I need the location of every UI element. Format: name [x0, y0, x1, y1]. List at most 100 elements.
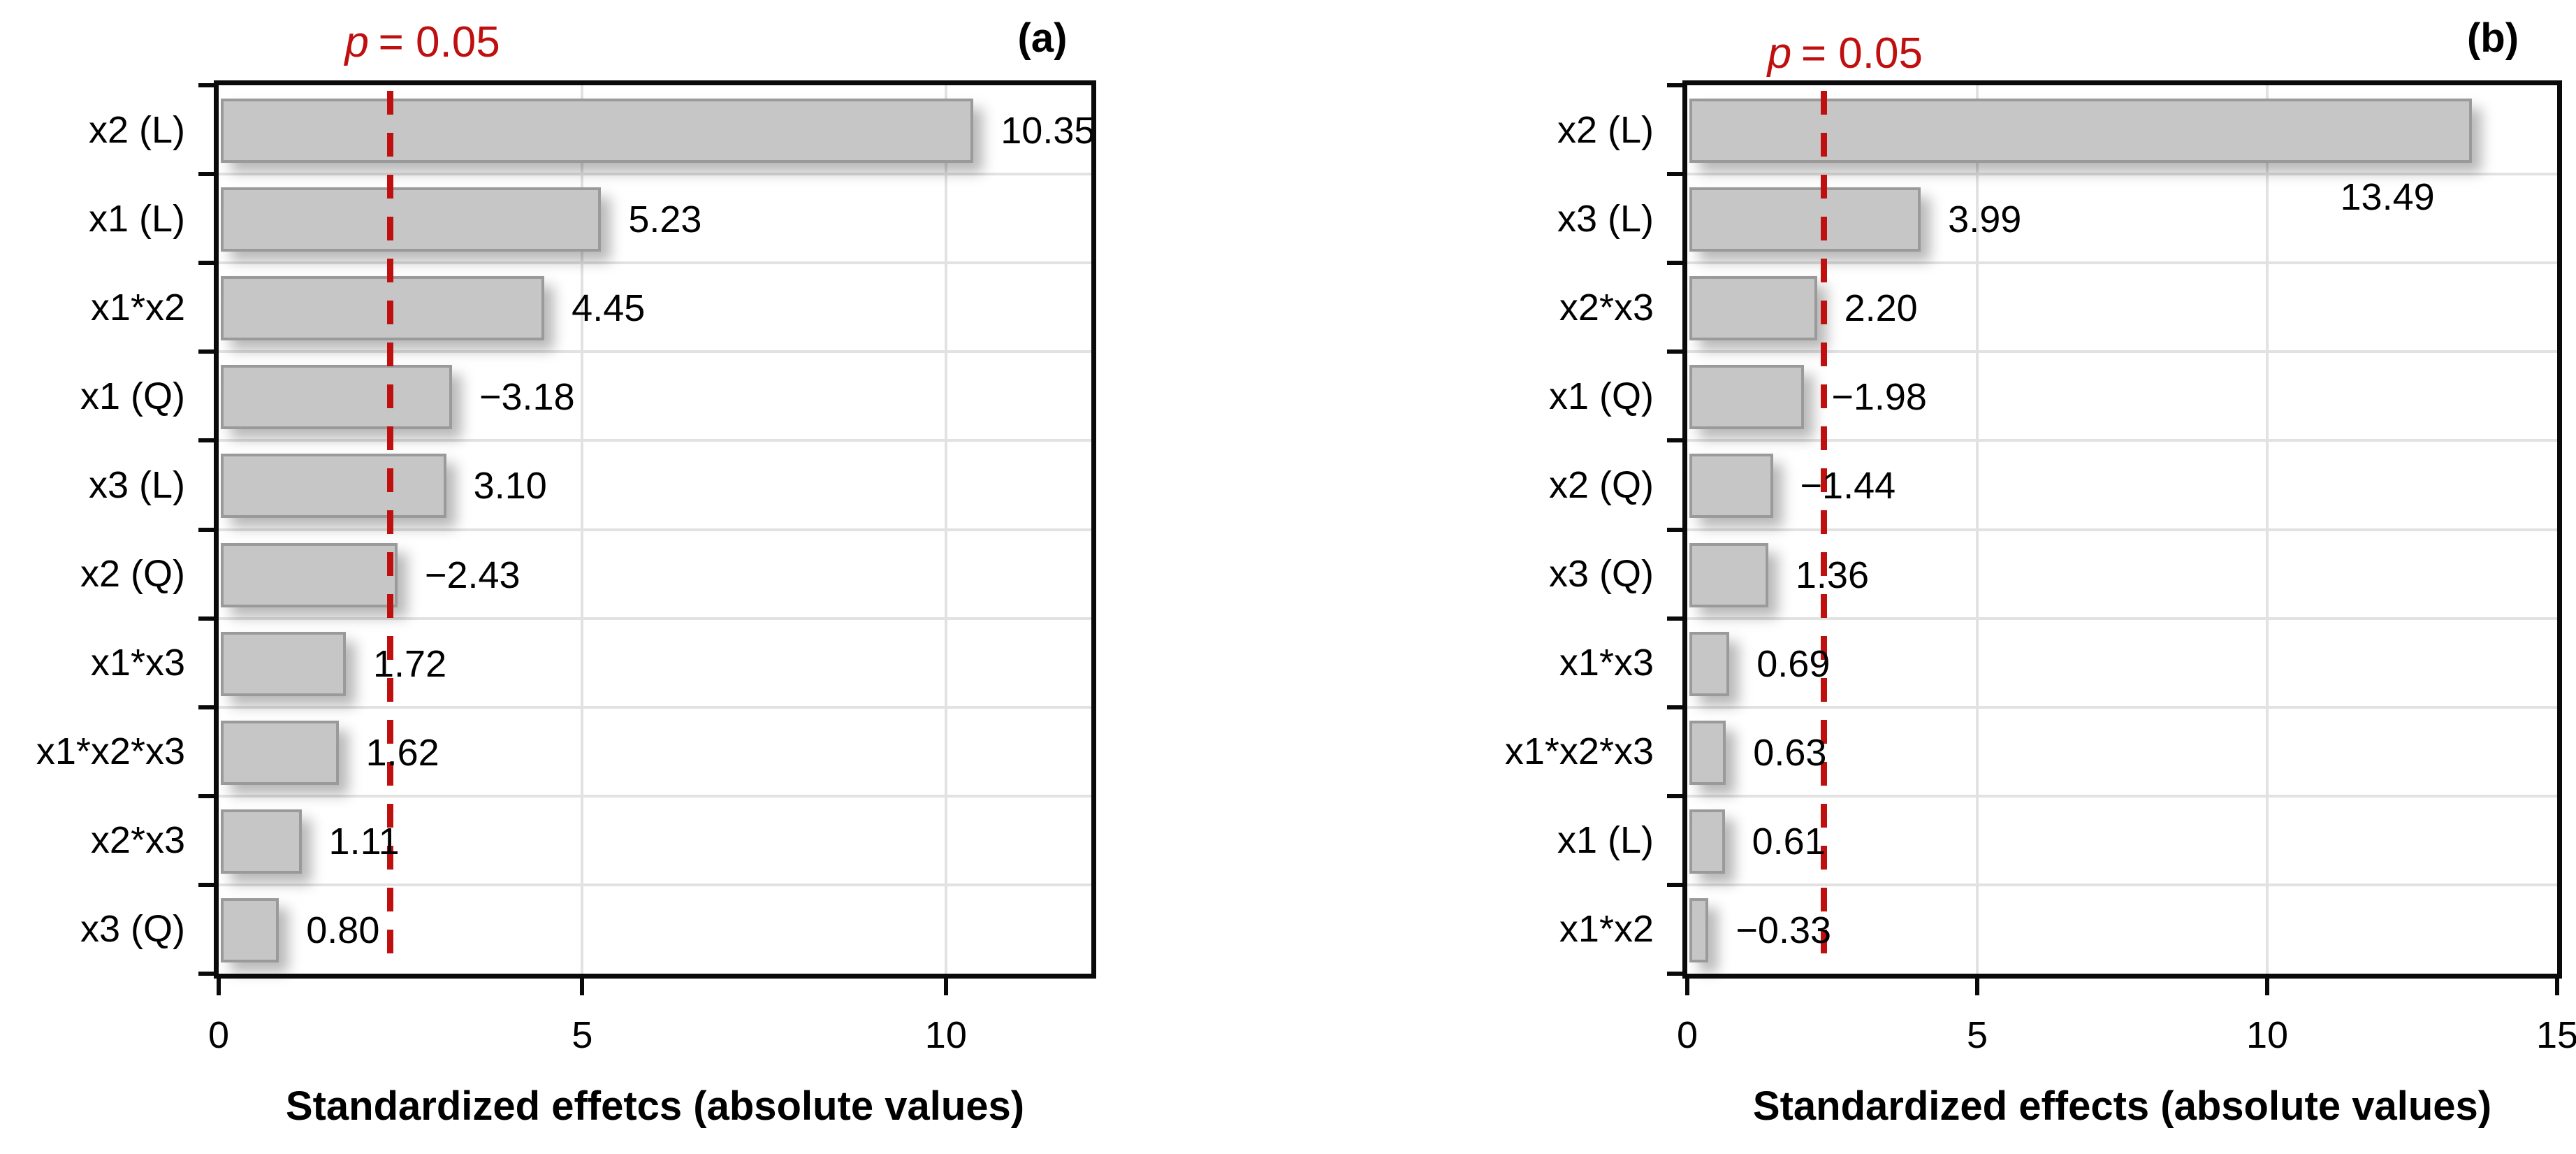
horizontal-gridline	[1687, 705, 2557, 709]
y-axis-tick	[1667, 882, 1682, 887]
bar-value-label: −2.43	[424, 554, 521, 596]
p-symbol: p	[344, 18, 369, 66]
horizontal-gridline	[1687, 350, 2557, 354]
x-tick-label: 10	[924, 1014, 967, 1056]
y-axis-tick	[198, 438, 214, 443]
horizontal-gridline	[219, 528, 1091, 531]
bar-x1-x3	[221, 631, 347, 696]
bar-x1-q-	[1689, 365, 1805, 430]
category-label: x1 (L)	[88, 197, 185, 240]
horizontal-gridline	[1687, 616, 2557, 620]
category-label: x1 (Q)	[1548, 375, 1654, 417]
category-label: x1*x2*x3	[36, 730, 185, 773]
ref-line-label-a: p = 0.05	[345, 18, 500, 67]
x-axis-tick	[943, 979, 948, 995]
y-axis-tick	[1667, 83, 1682, 87]
y-axis-tick	[1667, 616, 1682, 621]
category-label: x3 (L)	[1557, 197, 1654, 240]
p-value-text: = 0.05	[378, 18, 500, 66]
y-axis-tick	[198, 972, 214, 976]
horizontal-gridline	[219, 794, 1091, 798]
x-axis-tick	[580, 979, 585, 995]
bar-x1-l-	[1689, 809, 1725, 874]
horizontal-gridline	[219, 616, 1091, 620]
y-axis-tick	[198, 349, 214, 354]
y-axis-tick	[198, 527, 214, 532]
bar-value-label: 0.61	[1752, 820, 1826, 863]
horizontal-gridline	[1687, 794, 2557, 798]
y-axis-tick	[198, 882, 214, 887]
category-label: x1*x3	[90, 642, 185, 684]
bar-x1-q-	[221, 365, 452, 430]
y-axis-tick	[1667, 261, 1682, 266]
bar-x1-x2	[1689, 897, 1709, 962]
horizontal-gridline	[219, 350, 1091, 354]
bar-value-label: 10.35	[1000, 110, 1096, 152]
significance-reference-line	[1821, 91, 1828, 968]
bar-value-label: −3.18	[479, 376, 575, 419]
horizontal-gridline	[1687, 439, 2557, 442]
bar-value-label: 0.80	[306, 909, 380, 951]
y-axis-tick	[198, 616, 214, 621]
panel-label-a: (a)	[1017, 15, 1068, 61]
y-axis-tick	[1667, 972, 1682, 976]
bar-value-label: 2.20	[1844, 287, 1918, 330]
bar-value-label: 1.72	[373, 642, 447, 685]
horizontal-gridline	[219, 883, 1091, 886]
bar-value-label: 3.10	[473, 465, 547, 507]
bar-value-label: 1.36	[1795, 554, 1869, 596]
bar-value-label: 1.62	[365, 731, 439, 774]
category-label: x3 (Q)	[1548, 553, 1654, 596]
bar-value-label: −1.98	[1831, 376, 1927, 419]
bar-value-label: 0.63	[1753, 731, 1827, 774]
bar-x3-l-	[1689, 187, 1921, 252]
bar-x2-q-	[221, 542, 398, 607]
bar-value-label: 4.45	[572, 287, 646, 330]
x-axis-tick	[1975, 979, 1979, 995]
bar-x2-x3	[1689, 276, 1817, 341]
y-axis-tick	[1667, 172, 1682, 177]
bar-value-label: 5.23	[628, 199, 702, 241]
bar-x1-x2	[221, 276, 545, 341]
category-label: x3 (Q)	[80, 908, 185, 951]
horizontal-gridline	[1687, 261, 2557, 265]
bar-x2-x3	[221, 809, 302, 874]
x-axis-tick	[217, 979, 221, 995]
horizontal-gridline	[1687, 173, 2557, 176]
x-tick-label: 10	[2246, 1014, 2289, 1056]
bar-value-label: −1.44	[1800, 465, 1896, 507]
bar-x1-x2-x3	[221, 720, 339, 785]
y-axis-tick	[1667, 527, 1682, 532]
x-axis-title-a: Standardized effetcs (absolute values)	[285, 1083, 1025, 1129]
bar-x2-l-	[221, 99, 974, 163]
bar-x1-x2-x3	[1689, 720, 1726, 785]
y-axis-tick	[1667, 349, 1682, 354]
x-axis-tick	[2555, 979, 2559, 995]
y-axis-tick	[198, 793, 214, 798]
category-label: x2 (L)	[88, 108, 185, 151]
bar-x3-q-	[1689, 542, 1768, 607]
bar-value-label: 0.69	[1756, 642, 1831, 685]
significance-reference-line	[387, 91, 394, 968]
category-label: x1 (Q)	[80, 375, 185, 417]
category-label: x2*x3	[1559, 286, 1654, 329]
y-axis-tick	[198, 83, 214, 87]
bar-x1-x3	[1689, 631, 1730, 696]
horizontal-gridline	[1687, 883, 2557, 886]
x-tick-label: 5	[1966, 1014, 1988, 1056]
category-label: x3 (L)	[88, 463, 185, 506]
panel-label-b: (b)	[2466, 15, 2519, 61]
category-label: x2*x3	[90, 819, 185, 862]
x-tick-label: 5	[572, 1014, 593, 1056]
x-tick-label: 0	[208, 1014, 230, 1056]
bar-x3-q-	[221, 897, 279, 962]
category-label: x1*x2	[1559, 908, 1654, 951]
y-axis-tick	[198, 172, 214, 177]
horizontal-gridline	[219, 261, 1091, 265]
horizontal-gridline	[219, 705, 1091, 709]
ref-line-label-b: p = 0.05	[1768, 29, 1923, 78]
x-tick-label: 0	[1676, 1014, 1698, 1056]
category-label: x1*x2*x3	[1504, 730, 1654, 773]
category-label: x1 (L)	[1557, 819, 1654, 862]
bar-x3-l-	[221, 454, 446, 519]
